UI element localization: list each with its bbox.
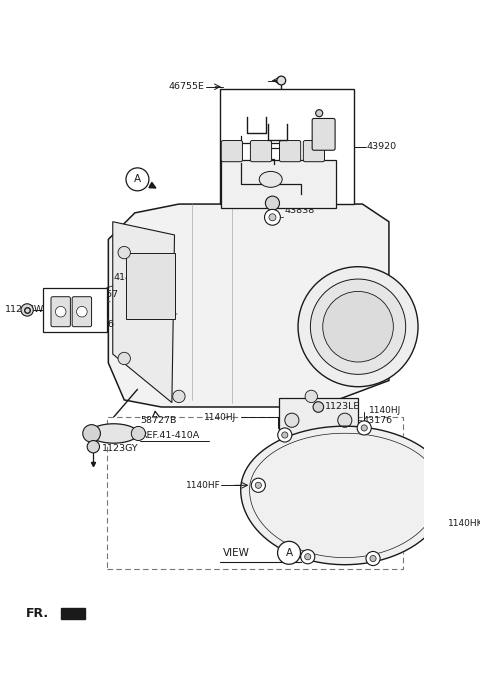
FancyBboxPatch shape <box>221 140 242 162</box>
Circle shape <box>298 266 418 387</box>
Circle shape <box>251 478 265 492</box>
Circle shape <box>264 210 280 226</box>
Text: 43920: 43920 <box>367 142 397 151</box>
Text: 43929: 43929 <box>221 103 252 112</box>
Circle shape <box>370 555 376 561</box>
Text: 1123LE: 1123LE <box>325 403 360 412</box>
Circle shape <box>313 402 324 412</box>
Circle shape <box>118 353 131 364</box>
Text: 1129EW: 1129EW <box>5 305 44 314</box>
Circle shape <box>87 441 99 453</box>
Circle shape <box>277 76 286 85</box>
Circle shape <box>366 552 380 566</box>
FancyBboxPatch shape <box>279 140 300 162</box>
Circle shape <box>357 421 371 435</box>
Circle shape <box>118 246 131 259</box>
Circle shape <box>285 413 299 428</box>
Ellipse shape <box>259 171 282 187</box>
Circle shape <box>277 541 300 564</box>
Circle shape <box>269 214 276 221</box>
Circle shape <box>55 307 66 317</box>
Text: 1140HJ: 1140HJ <box>204 413 236 422</box>
Circle shape <box>132 426 145 441</box>
Text: 43714B: 43714B <box>285 192 321 201</box>
Text: REF.41-410A: REF.41-410A <box>140 431 199 440</box>
Bar <box>126 253 175 319</box>
Polygon shape <box>240 426 449 565</box>
Circle shape <box>265 196 279 210</box>
Bar <box>278 398 358 442</box>
Circle shape <box>305 390 317 403</box>
Circle shape <box>361 425 367 431</box>
Text: 41467: 41467 <box>89 291 119 299</box>
Text: 43929: 43929 <box>221 119 252 128</box>
Circle shape <box>83 425 100 442</box>
Text: 58727B: 58727B <box>140 416 177 425</box>
Circle shape <box>338 413 352 428</box>
Bar <box>107 417 403 568</box>
Text: 43838: 43838 <box>285 205 315 214</box>
Circle shape <box>434 520 441 526</box>
Circle shape <box>21 304 33 316</box>
Polygon shape <box>60 608 85 618</box>
Circle shape <box>278 428 292 442</box>
Circle shape <box>316 110 323 117</box>
Text: FR.: FR. <box>25 607 48 620</box>
FancyBboxPatch shape <box>72 297 92 327</box>
Bar <box>219 90 354 204</box>
Text: 43176: 43176 <box>362 416 393 425</box>
Polygon shape <box>113 221 175 403</box>
Circle shape <box>282 432 288 438</box>
Text: 1140HF: 1140HF <box>186 481 221 490</box>
Text: 41466: 41466 <box>84 321 115 330</box>
Circle shape <box>300 550 315 564</box>
Text: 43000: 43000 <box>261 153 291 162</box>
Circle shape <box>126 168 149 191</box>
Ellipse shape <box>89 424 138 443</box>
Text: 1125DA: 1125DA <box>248 103 286 112</box>
Polygon shape <box>108 204 389 407</box>
FancyBboxPatch shape <box>51 297 71 327</box>
Bar <box>221 160 336 208</box>
Text: VIEW: VIEW <box>223 548 250 558</box>
Circle shape <box>305 554 311 560</box>
Circle shape <box>323 291 393 362</box>
Text: A: A <box>286 548 293 558</box>
FancyBboxPatch shape <box>303 140 324 162</box>
Text: 1140HJ: 1140HJ <box>369 406 401 415</box>
Text: A: A <box>134 174 141 185</box>
Bar <box>43 288 107 332</box>
Text: 91931B: 91931B <box>248 119 284 128</box>
Text: 43930C: 43930C <box>257 139 293 149</box>
FancyBboxPatch shape <box>312 119 335 150</box>
FancyBboxPatch shape <box>251 140 272 162</box>
Text: 1140HK: 1140HK <box>448 518 480 527</box>
Circle shape <box>173 390 185 403</box>
Circle shape <box>77 307 87 317</box>
Text: 41463: 41463 <box>114 273 144 282</box>
Text: 1123GY: 1123GY <box>102 444 139 453</box>
Circle shape <box>255 482 262 489</box>
Text: 46755E: 46755E <box>168 83 204 91</box>
Circle shape <box>311 279 406 374</box>
Circle shape <box>431 516 444 530</box>
